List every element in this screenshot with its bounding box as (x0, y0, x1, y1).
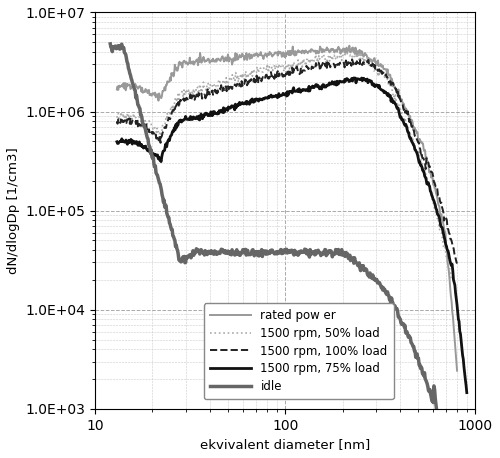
1500 rpm, 50% load (114, 115, 120, 120)
Legend: rated pow er, 1500 rpm, 50% load, 1500 rpm, 100% load, 1500 rpm, 75% load, idle: rated pow er, 1500 rpm, 50% load, 1500 r… (204, 303, 394, 399)
rated pow er (298, 49, 304, 55)
rated pow er (276, 49, 281, 54)
Y-axis label: dN/dlogDp [1/cm3]: dN/dlogDp [1/cm3] (7, 147, 20, 274)
1500 rpm, 50% load (295, 57, 301, 63)
1500 rpm, 75% load (322, 83, 328, 89)
1500 rpm, 50% load (442, 245, 448, 251)
1500 rpm, 75% load (351, 75, 357, 81)
1500 rpm, 100% load (446, 231, 452, 236)
1500 rpm, 100% load (316, 63, 322, 68)
1500 rpm, 50% load (275, 64, 281, 70)
1500 rpm, 75% load (464, 390, 470, 395)
1500 rpm, 50% load (273, 66, 279, 71)
1500 rpm, 75% load (303, 88, 309, 93)
idle (289, 247, 295, 253)
rated pow er (446, 277, 452, 282)
1500 rpm, 50% load (357, 49, 363, 55)
Line: idle: idle (110, 44, 446, 458)
idle (435, 419, 441, 425)
rated pow er (114, 87, 120, 92)
Line: 1500 rpm, 75% load: 1500 rpm, 75% load (117, 78, 467, 393)
1500 rpm, 100% load (349, 57, 355, 62)
idle (307, 247, 313, 252)
X-axis label: ekvivalent diameter [nm]: ekvivalent diameter [nm] (200, 438, 370, 451)
1500 rpm, 50% load (448, 276, 454, 282)
1500 rpm, 75% load (114, 139, 120, 145)
1500 rpm, 100% load (394, 87, 400, 92)
idle (108, 41, 114, 47)
1500 rpm, 100% load (278, 73, 283, 78)
1500 rpm, 50% load (389, 87, 395, 93)
idle (266, 251, 272, 256)
Line: 1500 rpm, 50% load: 1500 rpm, 50% load (117, 52, 452, 279)
rated pow er (278, 49, 283, 55)
Line: 1500 rpm, 100% load: 1500 rpm, 100% load (117, 60, 457, 263)
rated pow er (316, 49, 322, 55)
idle (382, 289, 388, 295)
1500 rpm, 75% load (282, 91, 288, 97)
1500 rpm, 100% load (454, 261, 460, 266)
1500 rpm, 100% load (298, 65, 304, 71)
rated pow er (346, 43, 352, 49)
idle (269, 247, 275, 253)
1500 rpm, 50% load (313, 55, 319, 60)
1500 rpm, 75% load (456, 319, 462, 324)
1500 rpm, 100% load (276, 74, 281, 79)
1500 rpm, 100% load (114, 119, 120, 124)
1500 rpm, 75% load (280, 91, 286, 96)
1500 rpm, 75% load (402, 121, 407, 127)
rated pow er (454, 368, 460, 373)
Line: rated pow er: rated pow er (117, 46, 457, 371)
rated pow er (394, 90, 400, 95)
